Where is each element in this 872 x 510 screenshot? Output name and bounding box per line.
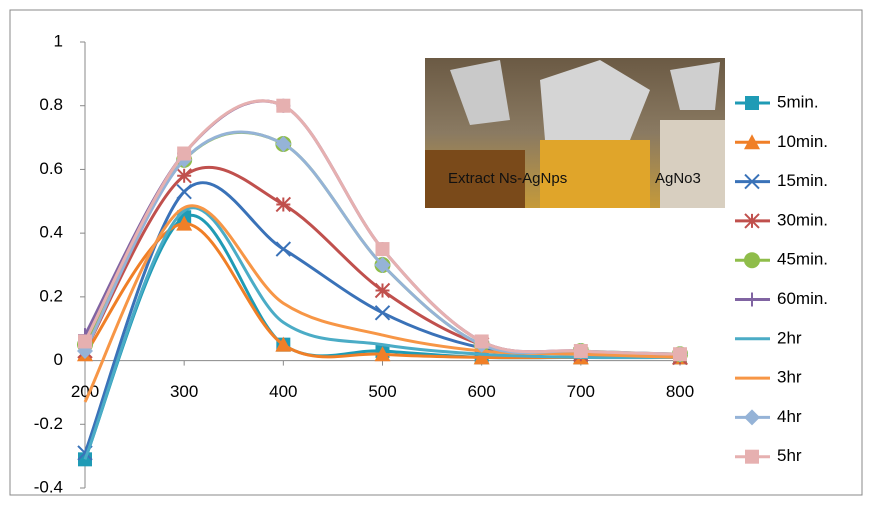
marker <box>374 257 391 273</box>
y-tick-label: 0.2 <box>39 286 63 305</box>
legend-label: 15min. <box>777 171 828 190</box>
marker <box>78 334 92 349</box>
marker <box>474 334 489 349</box>
marker <box>744 213 760 229</box>
x-tick-label: 200 <box>71 382 99 401</box>
marker <box>744 134 760 150</box>
series <box>83 204 681 403</box>
marker <box>744 252 760 269</box>
y-tick-label: 0.6 <box>39 159 63 178</box>
marker <box>276 98 291 113</box>
marker <box>745 292 759 307</box>
series-line <box>83 99 681 356</box>
marker <box>573 344 588 359</box>
x-tick-label: 600 <box>467 382 495 401</box>
legend-label: 30min. <box>777 210 828 229</box>
series <box>83 206 681 460</box>
marker <box>745 449 759 464</box>
y-tick-label: 0.4 <box>39 223 63 242</box>
legend-label: 2hr <box>777 328 802 347</box>
y-tick-label: -0.4 <box>34 477 63 496</box>
legend-label: 60min. <box>777 289 828 308</box>
marker <box>374 346 391 362</box>
photo-inset: Extract Ns-AgNps AgNo3 <box>425 58 725 208</box>
photo-label: AgNo3 <box>655 170 701 187</box>
x-tick-label: 300 <box>170 382 198 401</box>
legend-label: 5hr <box>777 446 802 465</box>
y-tick-label: 0 <box>54 350 63 369</box>
legend-label: 4hr <box>777 407 802 426</box>
marker <box>745 96 759 110</box>
marker <box>275 241 292 257</box>
legend-label: 3hr <box>777 368 802 387</box>
marker <box>275 135 292 152</box>
marker <box>275 196 292 213</box>
series <box>78 98 687 362</box>
marker <box>375 242 390 257</box>
series-line <box>83 206 681 460</box>
x-tick-label: 700 <box>567 382 595 401</box>
legend-label: 45min. <box>777 250 828 269</box>
marker <box>673 347 687 362</box>
marker <box>473 349 490 365</box>
marker <box>176 215 193 231</box>
series-line <box>83 204 681 403</box>
marker <box>176 184 192 200</box>
marker <box>176 168 192 184</box>
photo-label: Extract Ns-AgNps <box>448 170 567 187</box>
y-tick-label: 1 <box>54 31 63 50</box>
y-tick-label: -0.2 <box>34 414 63 433</box>
legend-label: 5min. <box>777 92 819 111</box>
marker <box>744 173 760 190</box>
marker <box>374 282 391 299</box>
marker <box>275 336 292 352</box>
marker <box>177 146 192 161</box>
marker <box>744 409 760 426</box>
x-tick-label: 800 <box>666 382 694 401</box>
y-tick-label: 0.8 <box>39 95 63 114</box>
legend-label: 10min. <box>777 132 828 151</box>
x-tick-label: 400 <box>269 382 297 401</box>
marker <box>374 305 391 321</box>
x-tick-label: 500 <box>368 382 396 401</box>
